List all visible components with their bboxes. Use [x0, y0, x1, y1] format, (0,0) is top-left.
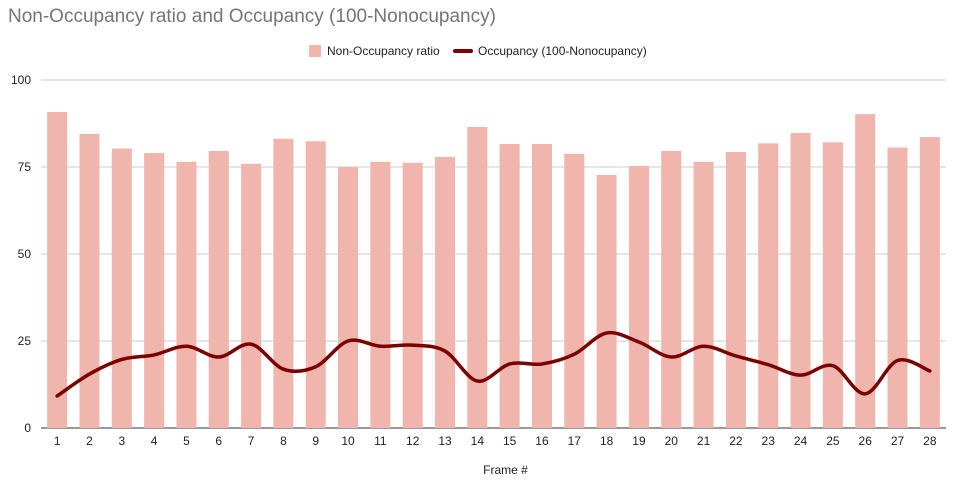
bar	[79, 133, 100, 428]
bar	[241, 163, 262, 429]
x-tick-label: 23	[762, 434, 776, 448]
x-tick-label: 7	[248, 434, 255, 448]
bar	[790, 132, 811, 428]
x-tick-label: 13	[438, 434, 452, 448]
x-tick-label: 19	[632, 434, 646, 448]
bar	[661, 150, 682, 428]
x-axis-title: Frame #	[483, 463, 528, 477]
bar	[855, 114, 876, 428]
bar	[531, 144, 553, 429]
bar	[628, 165, 649, 428]
x-tick-label: 10	[341, 434, 355, 448]
x-tick-label: 1	[54, 434, 61, 448]
bar	[434, 156, 456, 428]
x-tick-label: 2	[86, 434, 93, 448]
bar	[919, 137, 940, 428]
bar	[758, 143, 779, 428]
x-tick-label: 11	[374, 434, 387, 448]
x-tick-label: 21	[697, 434, 711, 448]
bar	[370, 161, 391, 428]
bar	[144, 153, 165, 428]
x-tick-label: 6	[215, 434, 222, 448]
y-tick-label: 75	[18, 160, 32, 174]
bar	[208, 150, 229, 428]
x-tick-label: 27	[891, 434, 905, 448]
bar	[305, 141, 326, 429]
x-tick-label: 9	[312, 434, 319, 448]
legend-label-non-occupancy: Non-Occupancy ratio	[327, 44, 440, 58]
legend-swatch-non-occupancy	[309, 45, 321, 57]
bar	[402, 162, 423, 428]
y-tick-label: 25	[18, 334, 32, 348]
x-tick-label: 3	[118, 434, 125, 448]
y-tick-label: 50	[18, 247, 32, 261]
x-tick-label: 14	[471, 434, 485, 448]
x-tick-label: 8	[280, 434, 287, 448]
x-tick-label: 5	[183, 434, 190, 448]
x-tick-label: 17	[568, 434, 582, 448]
bar	[47, 112, 68, 429]
x-tick-label: 16	[535, 434, 549, 448]
x-tick-label: 18	[600, 434, 614, 448]
y-tick-label: 0	[24, 421, 31, 435]
chart-title: Non-Occupancy ratio and Occupancy (100-N…	[8, 6, 496, 27]
legend-label-occupancy: Occupancy (100-Nonocupancy)	[478, 44, 647, 58]
bar	[693, 161, 714, 428]
bar	[273, 138, 294, 428]
bar	[499, 144, 520, 429]
bar	[564, 153, 585, 428]
bar	[111, 148, 132, 428]
bar	[176, 161, 197, 428]
x-tick-label: 12	[406, 434, 420, 448]
x-tick-label: 28	[923, 434, 937, 448]
series-line-occupancy	[55, 330, 932, 398]
bar	[887, 147, 908, 428]
y-tick-label: 100	[11, 73, 31, 87]
x-tick-label: 22	[729, 434, 743, 448]
bar	[338, 167, 359, 428]
bar	[725, 152, 746, 428]
bar	[822, 142, 843, 429]
x-tick-label: 15	[503, 434, 517, 448]
x-tick-label: 4	[151, 434, 158, 448]
bar	[596, 175, 617, 428]
x-tick-label: 24	[794, 434, 808, 448]
x-tick-label: 20	[665, 434, 679, 448]
bar	[467, 126, 488, 428]
x-tick-label: 25	[826, 434, 840, 448]
x-tick-label: 26	[859, 434, 873, 448]
